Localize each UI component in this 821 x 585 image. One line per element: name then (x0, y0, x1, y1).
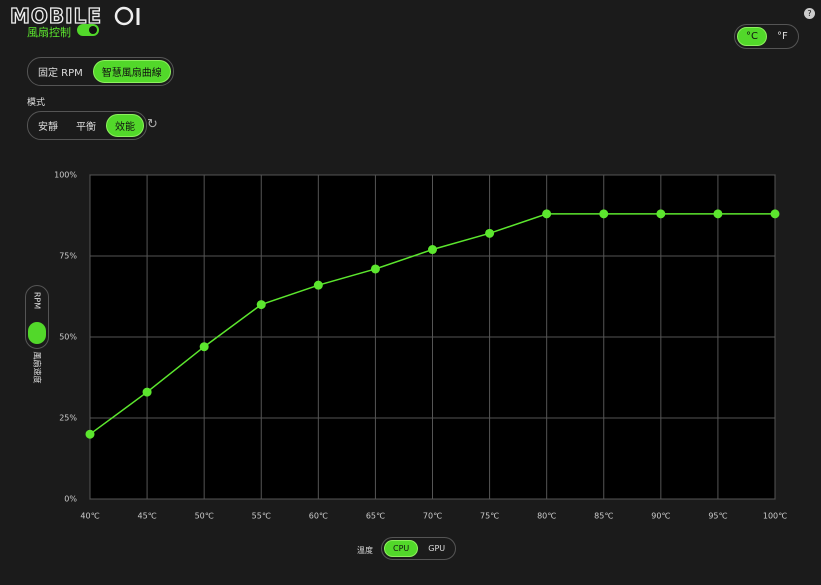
source-cpu[interactable]: CPU (384, 540, 419, 557)
x-tick-label: 95℃ (708, 512, 727, 521)
x-tick-label: 80℃ (537, 512, 556, 521)
curve-point[interactable] (656, 209, 666, 219)
percent-option[interactable] (28, 322, 46, 344)
y-tick-label: 100% (54, 171, 77, 180)
unit-celsius[interactable]: °C (737, 27, 767, 46)
curve-point[interactable] (428, 245, 437, 255)
smart-curve[interactable]: 智慧風扇曲線 (92, 60, 171, 83)
curve-point[interactable] (199, 342, 209, 352)
x-tick-label: 75℃ (480, 512, 499, 521)
curve-mode-toggle: 固定 RPM 智慧風扇曲線 (27, 57, 174, 86)
x-tick-label: 65℃ (366, 512, 385, 521)
source-gpu[interactable]: GPU (428, 544, 446, 553)
curve-point[interactable] (313, 280, 323, 290)
unit-toggle: °C °F (734, 24, 799, 49)
fan-control-switch[interactable] (77, 24, 99, 36)
curve-point[interactable] (599, 209, 609, 219)
curve-point[interactable] (542, 209, 552, 219)
curve-point[interactable] (370, 264, 380, 274)
y-tick-label: 75% (59, 252, 77, 261)
mode-balanced[interactable]: 平衡 (76, 122, 96, 133)
x-tick-label: 90℃ (651, 512, 670, 521)
chart: 0% 25% 50% 75% 100% 40℃ 45℃ 50℃ 55℃ 60℃ 65℃ 70℃ 75℃ 8… (54, 171, 787, 521)
curve-point[interactable] (770, 209, 780, 219)
mode-toggle: 安靜 平衡 效能 (27, 111, 147, 140)
curve-point[interactable] (85, 429, 95, 439)
y-tick-label: 50% (59, 333, 77, 342)
unit-fahrenheit[interactable]: °F (776, 31, 788, 42)
help-button[interactable]: ? (804, 8, 815, 19)
curve-point[interactable] (485, 228, 495, 238)
y-tick-label: 0% (64, 495, 77, 504)
reset-button[interactable]: ↻ (147, 117, 158, 132)
curve-point[interactable] (713, 209, 723, 219)
curve-point[interactable] (256, 300, 266, 310)
y-axis-toggle: RPM (25, 285, 49, 349)
x-tick-label: 85℃ (594, 512, 613, 521)
temp-source-label: 溫度 (357, 546, 373, 555)
fan-control-label: 風扇控制 (27, 26, 71, 39)
logo-icon (114, 6, 140, 26)
x-tick-label: 40℃ (80, 512, 99, 521)
mode-performance[interactable]: 效能 (106, 114, 144, 137)
x-tick-label: 100℃ (763, 512, 787, 521)
mode-label: 模式 (27, 98, 46, 108)
mode-quiet[interactable]: 安靜 (38, 122, 58, 133)
temp-source-toggle: CPU GPU (381, 537, 457, 560)
x-tick-label: 60℃ (309, 512, 328, 521)
x-tick-label: 70℃ (423, 512, 442, 521)
fixed-rpm[interactable]: 固定 RPM (38, 68, 83, 79)
y-tick-label: 25% (59, 414, 77, 423)
x-tick-label: 45℃ (137, 512, 156, 521)
x-tick-label: 55℃ (252, 512, 271, 521)
x-tick-label: 50℃ (195, 512, 214, 521)
curve-point[interactable] (142, 387, 152, 397)
